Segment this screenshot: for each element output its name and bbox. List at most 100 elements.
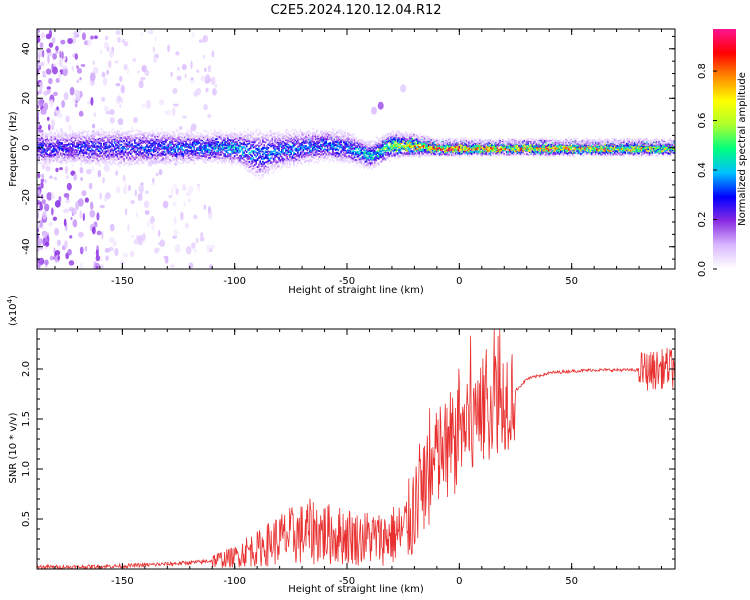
spectrogram-cell: [179, 155, 182, 158]
spectrogram-cell: [194, 249, 197, 253]
spectrogram-cell: [72, 219, 78, 228]
spectrogram-cell: [119, 144, 121, 147]
spectrogram-cell: [363, 158, 365, 161]
spectrogram-cell: [254, 163, 256, 166]
spectrogram-cell: [172, 87, 178, 95]
spectrogram-cell: [285, 142, 287, 145]
spectrogram-cell: [196, 134, 198, 137]
spectrogram-cell: [116, 144, 119, 146]
spectrogram-cell: [189, 158, 191, 161]
spectrogram-cell: [165, 139, 167, 142]
spectrogram-cell: [256, 168, 259, 171]
spectrogram-cell: [216, 133, 218, 136]
spectrogram-cell: [166, 135, 168, 138]
spectrogram-cell: [124, 163, 127, 166]
spectrogram-cell: [78, 157, 81, 159]
spectrogram-cell: [104, 147, 106, 150]
spectrogram-cell: [332, 155, 334, 158]
spectrogram-cell: [50, 143, 53, 146]
spectrogram-cell: [220, 130, 222, 133]
spectrogram-cell: [70, 131, 73, 134]
spectrogram-cell: [345, 145, 348, 148]
spectrogram-cell: [268, 140, 271, 142]
spectrogram-cell: [332, 159, 334, 162]
spectrogram-cell: [89, 155, 92, 158]
spectrogram-cell: [115, 82, 121, 87]
spectrogram-cell: [80, 163, 82, 166]
spectrogram-cell: [119, 153, 121, 156]
spectrogram-cell: [356, 150, 359, 153]
spectrogram-cell: [162, 160, 164, 163]
spectrogram-cell: [167, 145, 170, 147]
spectrogram-cell: [150, 152, 152, 155]
spectrogram-cell: [140, 76, 146, 81]
spectrogram-cell: [320, 143, 322, 146]
spectrogram-cell: [345, 143, 348, 146]
spectrogram-cell: [174, 137, 177, 140]
spectrogram-cell: [150, 153, 152, 155]
spectrogram-cell: [270, 139, 272, 142]
spectrogram-cell: [120, 161, 123, 164]
spectrogram-cell: [89, 72, 96, 82]
spectrogram-cell: [108, 145, 111, 148]
spectrogram-cell: [259, 138, 262, 141]
spectrogram-cell: [49, 132, 51, 135]
spectrogram-cell: [282, 161, 284, 164]
spectrogram-cell: [299, 161, 302, 164]
spectrogram-cell: [39, 153, 42, 156]
spectrogram-cell: [99, 131, 101, 134]
spectrogram-cell: [90, 159, 93, 162]
spectrogram-cell: [280, 166, 283, 168]
spectrogram-cell: [151, 163, 154, 165]
spectrogram-cell: [256, 166, 259, 169]
spectrogram-cell: [192, 134, 194, 137]
spectrogram-cell: [266, 139, 268, 141]
spectrogram-cell: [146, 132, 148, 135]
spectrogram-cell: [117, 152, 120, 155]
spectrogram-cell: [45, 161, 47, 164]
spectrogram-cell: [41, 158, 43, 161]
spectrogram-cell: [84, 144, 86, 147]
spectrogram-cell: [321, 145, 324, 148]
spectrogram-cell: [146, 145, 148, 148]
spectrogram-cell: [77, 199, 81, 204]
spectrogram-cell: [57, 159, 59, 162]
spectrogram-cell: [48, 42, 54, 48]
spectrogram-cell: [340, 131, 342, 134]
spectrogram-cell: [338, 145, 341, 148]
spectrogram-cell: [74, 134, 77, 137]
spectrogram-cell: [79, 166, 84, 174]
spectrogram-cell: [316, 140, 318, 143]
spectrogram-cell: [68, 142, 70, 145]
spectrogram-cell: [303, 160, 306, 163]
spectrogram-cell: [193, 150, 195, 153]
spectrogram-cell: [95, 266, 99, 269]
spectrogram-cell: [278, 165, 280, 168]
spectrogram-cell: [165, 141, 167, 144]
spectrogram-cell: [329, 130, 332, 133]
spectrogram-cell: [182, 140, 185, 143]
spectrogram-cell: [158, 161, 160, 163]
spectrogram-cell: [334, 154, 337, 157]
spectrogram-cell: [92, 60, 95, 65]
spectrogram-cell: [190, 60, 193, 70]
spectrogram-cell: [147, 132, 150, 134]
spectrogram-cell: [69, 139, 71, 141]
spectrogram-cell: [101, 154, 104, 157]
spectrogram-cell: [326, 155, 329, 158]
spectrogram-cell: [229, 145, 232, 148]
spectrogram-cell: [344, 134, 346, 137]
spectrogram-cell: [259, 177, 262, 180]
spectrogram-cell: [138, 142, 140, 145]
spectrogram-cell: [221, 157, 224, 159]
spectrogram-cell: [208, 154, 210, 157]
spectrogram-cell: [167, 155, 170, 158]
spectrogram-cell: [347, 143, 349, 146]
spectrogram-cell: [49, 175, 53, 179]
spectrogram-cell: [113, 142, 116, 144]
spectrogram-cell: [170, 141, 173, 144]
spectrogram-cell: [174, 244, 181, 253]
spectrogram-cell: [247, 148, 249, 151]
spectrogram-cell: [213, 155, 216, 158]
spectrogram-cell: [109, 149, 112, 151]
